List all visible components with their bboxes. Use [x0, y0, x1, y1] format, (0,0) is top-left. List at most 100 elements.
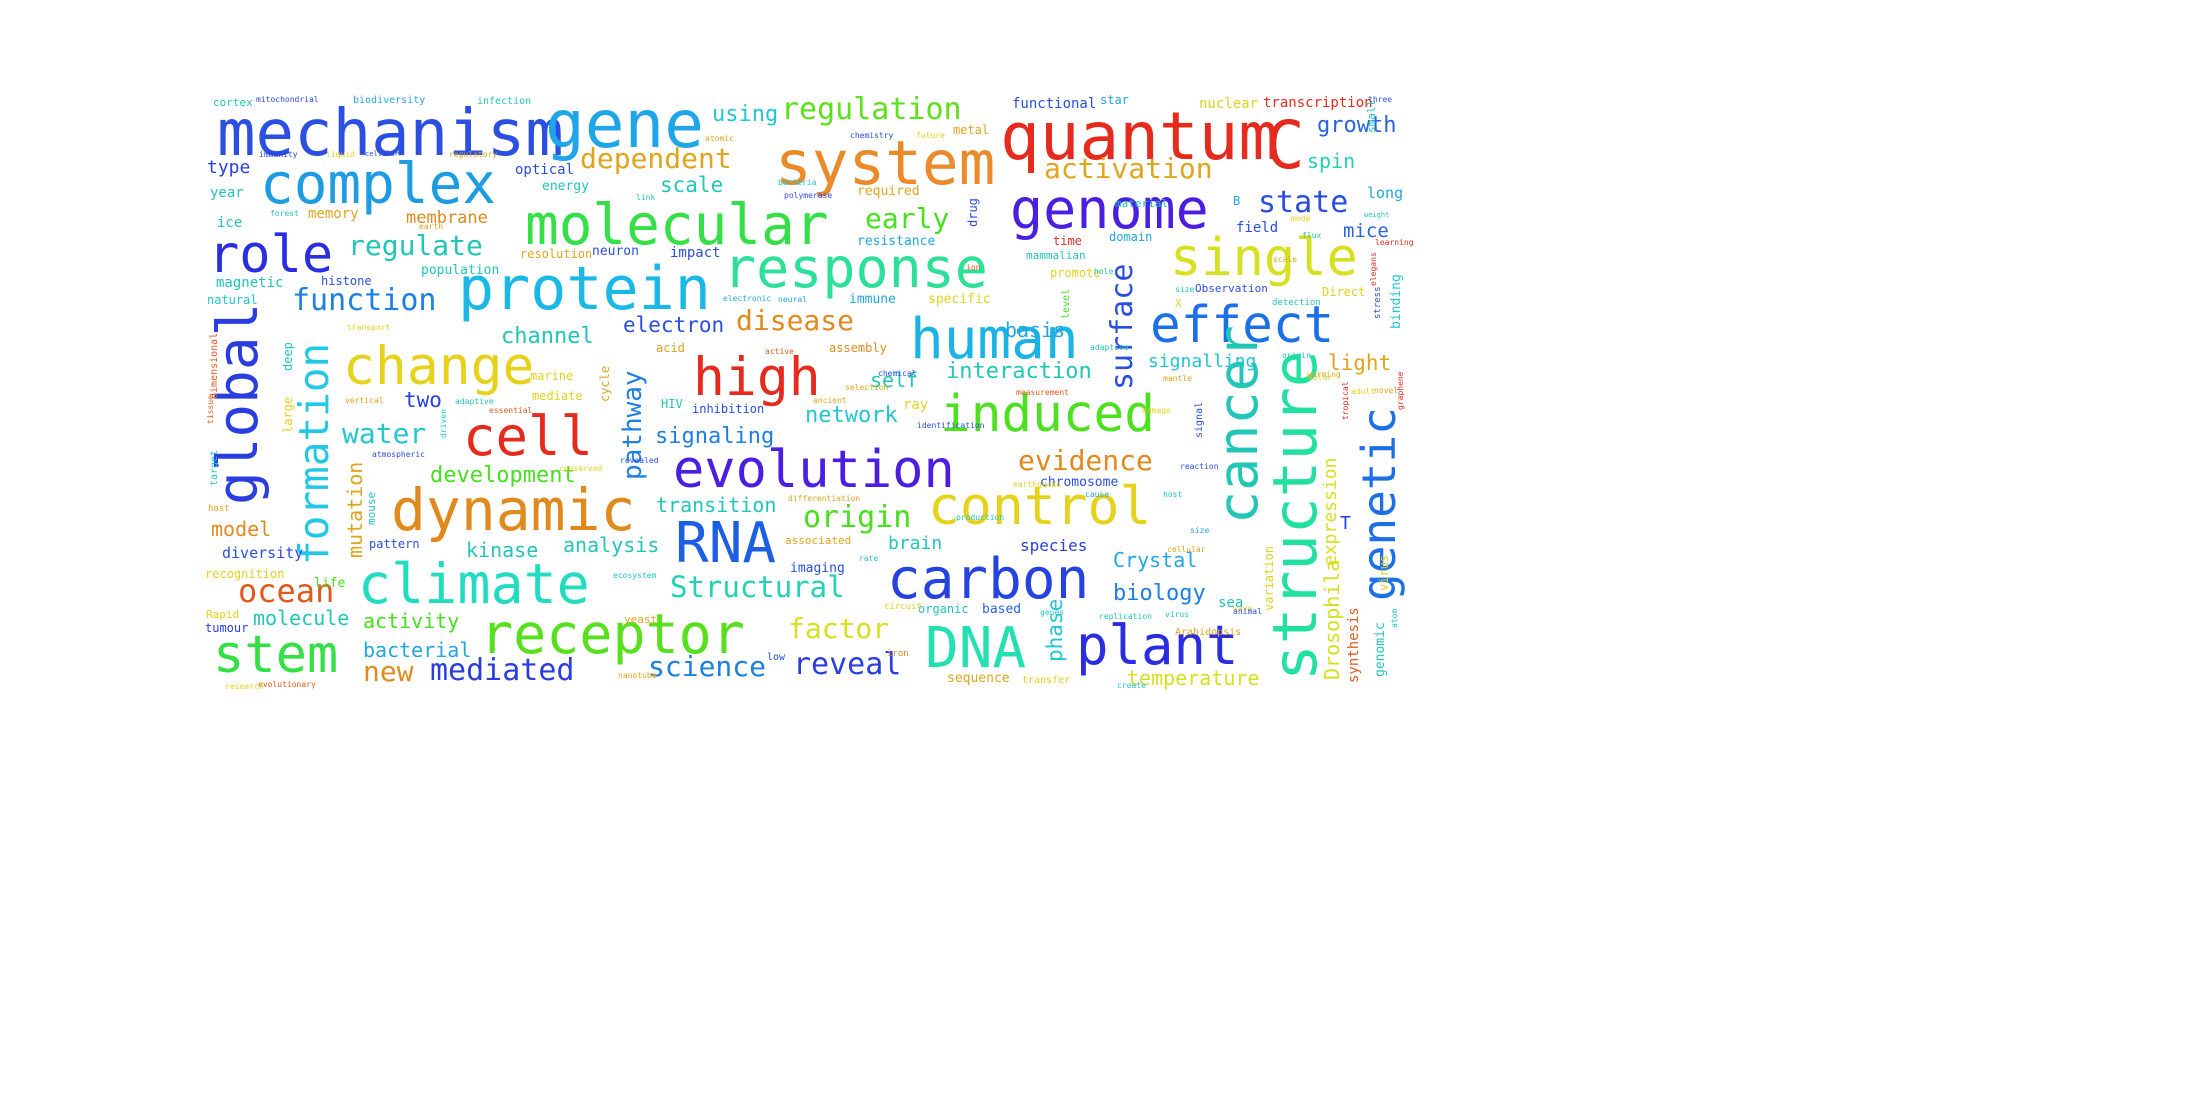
- word-cloud-word: cortex: [213, 96, 253, 109]
- word-cloud-word: nuclear: [1199, 96, 1259, 112]
- word-cloud-word: factor: [788, 612, 890, 645]
- word-cloud-word: regulate: [348, 229, 483, 262]
- word-cloud-word: small: [1365, 99, 1378, 133]
- word-cloud-word: B: [1233, 194, 1241, 208]
- word-cloud-word: carbon: [887, 547, 1090, 612]
- word-cloud-word: temperature: [1127, 666, 1260, 690]
- word-cloud-word: climate: [358, 552, 590, 616]
- word-cloud-word: target: [209, 449, 220, 486]
- word-cloud-word: reveal: [793, 647, 902, 682]
- word-cloud-word: genes: [1040, 608, 1065, 617]
- word-cloud-word: type: [207, 157, 251, 178]
- word-cloud-word: stem: [213, 625, 339, 685]
- word-cloud-word: infection: [477, 96, 532, 107]
- word-cloud-word: DNA: [925, 616, 1027, 681]
- word-cloud-word: Crystal: [1113, 548, 1198, 572]
- word-cloud-word: membrane: [406, 208, 488, 228]
- word-cloud-word: star: [1100, 93, 1129, 107]
- word-cloud-word: response: [723, 236, 988, 300]
- word-cloud-word: electron: [623, 313, 725, 337]
- word-cloud-word: damage: [1142, 406, 1171, 415]
- word-cloud-word: weight: [1364, 211, 1390, 219]
- word-cloud-word: yeast: [624, 613, 658, 626]
- word-cloud-word: signaling: [655, 424, 775, 449]
- word-cloud-word: required: [857, 184, 920, 199]
- word-cloud-word: regulation: [781, 92, 962, 127]
- word-cloud-word: future: [916, 131, 945, 140]
- word-cloud-word: analysis: [563, 533, 660, 557]
- word-cloud-word: long: [1367, 184, 1404, 202]
- word-cloud-word: network: [805, 403, 898, 428]
- word-cloud-word: resistance: [857, 234, 936, 249]
- word-cloud-word: Drosophila: [1320, 559, 1344, 680]
- word-cloud-word: new: [363, 655, 414, 688]
- word-cloud-word: chromosome: [1040, 475, 1119, 490]
- word-cloud-word: Rapid: [206, 608, 240, 621]
- word-cloud-word: evidence: [1018, 444, 1153, 477]
- word-cloud-word: differentiation: [788, 494, 861, 503]
- word-cloud-word: cellular: [1167, 545, 1206, 554]
- word-cloud-word: sequence: [947, 671, 1010, 686]
- word-cloud-word: Structural: [670, 570, 845, 604]
- word-cloud-word: protein: [458, 254, 711, 324]
- word-cloud-word: replication: [1099, 612, 1152, 621]
- word-cloud-word: histone: [321, 274, 372, 288]
- word-cloud-word: Direct: [1322, 285, 1366, 299]
- word-cloud-word: rate: [859, 554, 879, 563]
- word-cloud-word: iron: [887, 649, 909, 659]
- word-cloud-word: memory: [308, 206, 359, 222]
- word-cloud-word: growth: [1317, 113, 1397, 138]
- word-cloud-word: selection: [845, 383, 889, 392]
- word-cloud-word: evolutionary: [258, 680, 316, 689]
- word-cloud-word: interaction: [946, 359, 1092, 384]
- word-cloud-word: induced: [940, 385, 1155, 444]
- word-cloud-word: size: [1175, 285, 1195, 294]
- word-cloud-word: change: [343, 336, 535, 397]
- word-cloud-word: water: [342, 417, 427, 450]
- word-cloud-word: material: [1115, 197, 1168, 210]
- word-cloud-word: biology: [1113, 581, 1206, 606]
- word-cloud-word: promote: [1050, 266, 1101, 280]
- word-cloud-word: signalling: [1148, 351, 1257, 372]
- word-cloud-word: bacteria: [778, 178, 817, 187]
- word-cloud-word: stress: [1373, 286, 1383, 319]
- word-cloud-word: signal: [1194, 401, 1205, 438]
- word-cloud-word: neuron: [592, 244, 639, 259]
- word-cloud-word: flux: [1302, 231, 1322, 240]
- word-cloud-word: X: [1175, 297, 1182, 310]
- word-cloud-word: atomic: [705, 134, 734, 143]
- word-cloud-word: earthquake: [1013, 480, 1062, 489]
- word-cloud-word: control: [928, 476, 1152, 537]
- word-cloud-word: ice: [217, 215, 243, 231]
- word-cloud-word: using: [712, 102, 779, 127]
- word-cloud-word: energy: [542, 179, 589, 194]
- word-cloud-word: mutation: [343, 461, 367, 558]
- word-cloud-word: expression: [1320, 457, 1341, 566]
- word-cloud-word: two: [404, 388, 442, 412]
- word-cloud-word: effect: [1150, 296, 1335, 355]
- word-cloud-word: Observation: [1195, 282, 1268, 295]
- word-cloud-word: forest: [270, 209, 299, 218]
- word-cloud-word: time: [1053, 234, 1082, 248]
- word-cloud-word: assembly: [829, 341, 887, 355]
- word-cloud-word: associated: [785, 534, 852, 547]
- word-cloud-word: early: [865, 202, 950, 235]
- word-cloud-word: inhibition: [692, 402, 765, 416]
- word-cloud-word: ecosystem: [613, 571, 657, 580]
- word-cloud-word: immunity: [259, 150, 298, 159]
- word-cloud-word: detection: [1272, 298, 1321, 308]
- word-cloud-word: measurement: [1016, 388, 1069, 397]
- word-cloud-word: evolution: [673, 440, 955, 500]
- word-cloud-word: immune: [849, 292, 896, 307]
- word-cloud-word: complex: [260, 152, 497, 217]
- word-cloud-word: specific: [928, 292, 991, 307]
- word-cloud-word: electronic: [723, 294, 772, 303]
- word-cloud-word: learning: [1375, 238, 1414, 247]
- word-cloud-word: origin: [1282, 351, 1311, 360]
- word-cloud-word: plant: [1076, 614, 1239, 677]
- word-cloud-word: development: [430, 463, 576, 488]
- word-cloud-word: C: [1265, 107, 1305, 184]
- word-cloud-word: mediate: [532, 389, 583, 403]
- word-cloud-word: tissue: [206, 395, 215, 424]
- word-cloud-word: spin: [1307, 149, 1356, 173]
